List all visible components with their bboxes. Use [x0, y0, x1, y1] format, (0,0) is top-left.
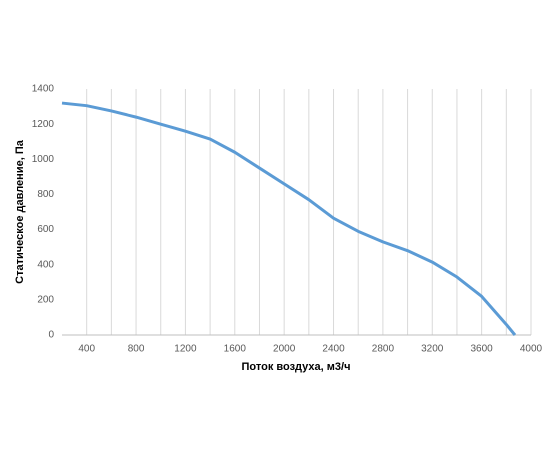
y-tick-label: 400: [37, 259, 54, 270]
y-tick-label: 1000: [32, 154, 55, 165]
x-tick-label: 1600: [224, 344, 247, 355]
x-tick-label: 800: [128, 344, 145, 355]
y-tick-label: 800: [37, 189, 54, 200]
y-tick-label: 600: [37, 224, 54, 235]
y-axis-title: Статическое давление, Па: [14, 139, 26, 284]
x-tick-label: 2400: [322, 344, 345, 355]
x-tick-label: 4000: [520, 344, 543, 355]
y-tick-label: 1400: [32, 84, 55, 95]
y-tick-label: 0: [48, 330, 54, 341]
x-tick-label: 400: [78, 344, 95, 355]
x-tick-label: 2000: [273, 344, 296, 355]
x-tick-label: 2800: [372, 344, 395, 355]
y-tick-label: 200: [37, 294, 54, 305]
x-tick-label: 1200: [174, 344, 197, 355]
x-tick-label: 3200: [421, 344, 444, 355]
x-tick-label: 3600: [471, 344, 494, 355]
x-axis-title: Поток воздуха, м3/ч: [242, 361, 351, 373]
data-line: [61, 101, 517, 336]
y-tick-label: 1200: [32, 119, 55, 130]
